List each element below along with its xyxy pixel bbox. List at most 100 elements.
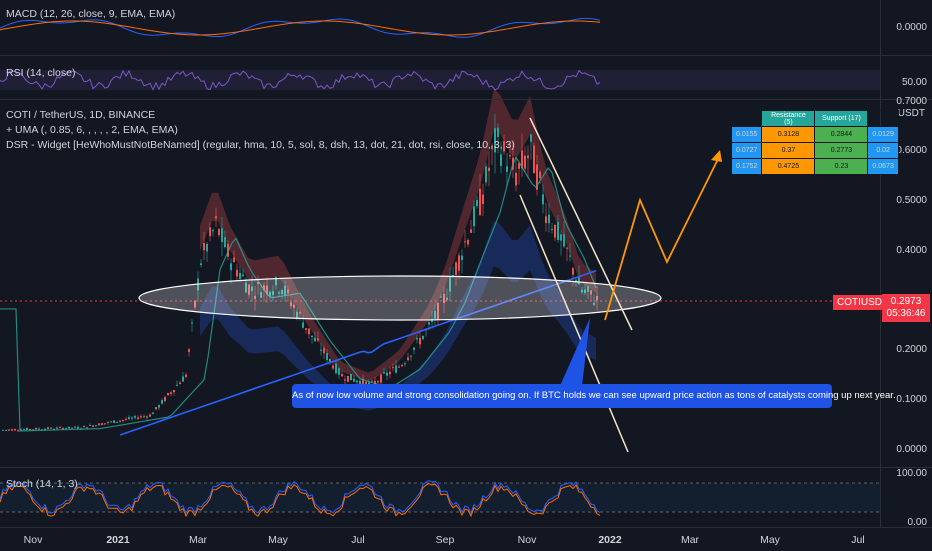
candle-body: [539, 171, 541, 178]
dsr-legend[interactable]: DSR - Widget [HeWhoMustNotBeNamed] (regu…: [6, 139, 515, 151]
candle-body: [551, 228, 553, 230]
macd-label[interactable]: MACD (12, 26, close, 9, EMA, EMA): [6, 8, 176, 20]
candle-body: [371, 380, 373, 382]
candle-body: [2, 429, 4, 431]
symbol-legend[interactable]: COTI / TetherUS, 1D, BINANCE: [6, 109, 156, 121]
candle-body: [188, 349, 190, 353]
candle-body: [314, 337, 316, 342]
date-tick: May: [760, 534, 780, 546]
currency-label: USDT: [897, 108, 925, 119]
candle-body: [497, 127, 499, 137]
date-tick: Nov: [23, 534, 43, 546]
candle-body: [323, 348, 325, 354]
candle-body: [143, 416, 145, 418]
candle-body: [23, 429, 25, 431]
pane-separator[interactable]: [0, 467, 932, 468]
candle-body: [293, 304, 295, 308]
rsi-band: [0, 70, 880, 90]
candle-body: [14, 429, 16, 431]
candle-body: [479, 188, 481, 216]
candle-body: [113, 420, 115, 424]
candle-body: [527, 155, 529, 159]
candle-body: [413, 347, 415, 350]
candle-body: [119, 420, 121, 422]
candle-body: [101, 423, 103, 426]
candle-body: [308, 328, 310, 335]
candle-body: [362, 378, 364, 384]
candle-body: [590, 290, 592, 295]
candle-body: [107, 421, 109, 423]
candle-body: [389, 371, 391, 375]
candle-body: [476, 199, 478, 207]
candle-body: [272, 291, 274, 296]
pane-separator[interactable]: [0, 55, 932, 56]
candle-body: [191, 322, 193, 324]
candle-body: [338, 368, 340, 375]
price-tick: 0.5000: [896, 195, 927, 206]
uma-legend[interactable]: + UMA (, 0.85, 6, , , , , 2, EMA, EMA): [6, 124, 178, 136]
candle-body: [146, 416, 148, 418]
candle-body: [122, 419, 124, 421]
candle-body: [182, 376, 184, 382]
price-tick: 0.6000: [896, 145, 927, 156]
candle-body: [173, 389, 175, 393]
candle-body: [353, 378, 355, 382]
candle-body: [290, 302, 292, 307]
callout-pointer: [560, 318, 590, 386]
price-tick: 0.4000: [896, 245, 927, 256]
stoch-d-line: [0, 483, 601, 518]
candle-body: [434, 311, 436, 319]
candle-body: [398, 366, 400, 368]
candle-body: [404, 363, 406, 365]
candle-body: [47, 427, 49, 429]
candle-body: [194, 300, 196, 308]
candle-body: [530, 134, 532, 142]
resistance-level: 0.4725: [761, 158, 816, 175]
candle-body: [170, 392, 172, 394]
candle-body: [305, 328, 307, 330]
stoch-label[interactable]: Stoch (14, 1, 3): [6, 478, 78, 490]
candle-body: [236, 269, 238, 277]
candle-body: [542, 194, 544, 205]
candle-body: [89, 424, 91, 426]
stoch-axis: 100.00 0.00: [880, 468, 932, 528]
candle-body: [449, 277, 451, 292]
candle-body: [233, 257, 235, 262]
candle-body: [584, 289, 586, 293]
candle-body: [287, 289, 289, 294]
candle-body: [239, 273, 241, 279]
last-price: 0.2973: [890, 296, 922, 307]
candle-body: [68, 426, 70, 429]
candle-body: [296, 311, 298, 319]
support-distance: 0.0673: [867, 158, 899, 175]
callout-annotation[interactable]: As of now low volume and strong consolid…: [292, 384, 896, 408]
candle-body: [446, 297, 448, 300]
pane-separator[interactable]: [0, 99, 932, 100]
rsi-label[interactable]: RSI (14, close): [6, 67, 76, 79]
last-price-box: 0.2973 05:36:46: [882, 294, 930, 322]
candle-body: [596, 295, 598, 301]
macd-axis: 0.0000: [880, 0, 932, 55]
candle-body: [8, 429, 10, 431]
rsi-axis-tick: 50.00: [901, 77, 927, 88]
date-tick: Nov: [517, 534, 537, 546]
stoch-axis-tick: 100.00: [896, 468, 927, 479]
candle-body: [62, 427, 64, 430]
candle-body: [224, 237, 226, 248]
candle-body: [491, 145, 493, 150]
candle-body: [98, 423, 100, 426]
macd-axis-tick: 0.0000: [896, 22, 927, 33]
candle-body: [440, 296, 442, 298]
candle-body: [545, 216, 547, 224]
candle-body: [281, 290, 283, 295]
candle-body: [587, 286, 589, 292]
consolidation-ellipse: [138, 275, 662, 321]
candle-body: [134, 415, 136, 418]
candle-body: [209, 227, 211, 237]
price-axis[interactable]: 0.7000 USDT 0.6000 0.5000 0.4000 0.2000 …: [880, 96, 932, 467]
candle-body: [218, 229, 220, 236]
price-tick: 0.1000: [896, 394, 927, 405]
candle-body: [416, 337, 418, 340]
time-axis[interactable]: Nov 2021 Mar May Jul Sep Nov 2022 Mar May Jul: [0, 527, 932, 551]
